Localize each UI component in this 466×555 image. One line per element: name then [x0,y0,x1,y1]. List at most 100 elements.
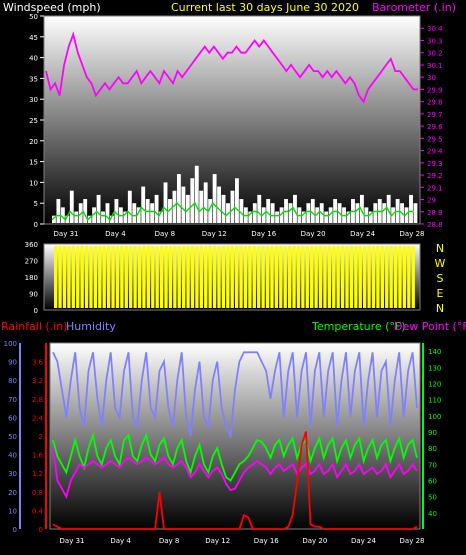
wind-direction-mark [398,246,402,308]
windspeed-tick-label: 0 [34,221,38,229]
wind-direction-mark [124,246,128,308]
windspeed-tick-label: 40 [29,55,38,63]
wind-direction-mark [336,246,340,308]
wind-direction-mark [58,246,62,308]
wind-direction-mark [80,246,84,308]
windspeed-bar [373,203,378,223]
panel3-x-tick-label: Day 8 [159,537,180,545]
temperature-tick-label: 140 [428,348,441,356]
windspeed-bar [288,203,293,223]
wind-direction-mark [235,246,239,308]
temperature-tick-label: 70 [428,461,437,469]
barometer-tick-label: 29.7 [427,111,443,119]
wind-direction-mark [195,246,199,308]
panel1-x-tick-label: Day 20 [301,230,326,238]
windspeed-bar [212,174,217,223]
windspeed-tick-label: 10 [29,179,38,187]
wind-direction-mark [159,246,164,308]
compass-label: N [436,242,444,255]
wind-direction-mark [204,246,208,308]
windspeed-bar [150,203,155,223]
chart-title: Current last 30 days June 30 2020 [171,1,359,14]
windspeed-bar [409,194,413,223]
barometer-tick-label: 30.1 [427,62,443,70]
wind-direction-mark [270,246,274,308]
wind-direction-mark [177,246,181,308]
windspeed-bar [163,182,168,223]
temperature-tick-label: 90 [428,429,437,437]
windspeed-bar [154,194,159,223]
wind-direction-mark [239,246,243,308]
wind-direction-mark [168,246,173,308]
windspeed-bar [359,194,364,223]
wind-direction-mark [62,246,67,308]
wind-direction-tick-label: 180 [25,274,38,282]
barometer-tick-label: 29.2 [427,172,443,180]
wind-direction-mark [76,246,80,308]
windspeed-bar [324,211,329,223]
compass-label: N [436,302,444,315]
wind-direction-mark [358,246,362,308]
temperature-tick-label: 130 [428,364,441,372]
windspeed-bar [301,211,306,223]
barometer-tick-label: 29.5 [427,135,443,143]
windspeed-bar [199,190,204,223]
panel3-x-tick-labels: Day 31 Day 4 Day 8 Day 12 Day 16 Day 20 Day 24… [60,537,425,545]
wind-direction-mark [173,246,177,308]
windspeed-bar [293,194,297,223]
windspeed-bar [221,194,226,223]
wind-direction-mark [252,246,256,308]
windspeed-tick-labels: 0 5 10 15 20 25 30 35 40 45 50 [29,13,44,229]
wind-direction-tick-label: 360 [25,241,38,249]
barometer-axis-label: Barometer (.in) [372,1,456,14]
wind-direction-mark [385,246,389,308]
wind-direction-tick-label: 90 [29,291,38,299]
humidity-tick-label: 30 [8,470,17,478]
wind-direction-mark [367,246,371,308]
temp-humidity-plot-area [49,342,421,530]
windspeed-bar [96,194,101,223]
windspeed-bar [257,194,262,223]
wind-direction-mark [363,246,367,308]
humidity-tick-label: 0 [13,526,17,534]
barometer-tick-label: 28.9 [427,209,443,217]
compass-label: W [435,257,446,270]
rainfall-tick-label: 0 [39,526,43,534]
wind-direction-mark [221,246,226,308]
wind-direction-mark [380,246,384,308]
wind-direction-mark [279,246,283,308]
windspeed-bar [355,203,360,223]
windspeed-bar [56,199,61,223]
panel3-x-tick-label: Day 28 [400,537,425,545]
panel3-x-tick-label: Day 31 [60,537,85,545]
wind-direction-mark [265,246,270,308]
barometer-tick-label: 29 [427,197,436,205]
windspeed-bar [83,199,88,223]
temperature-axis-label: Temperature (°F) [311,320,406,333]
wind-direction-mark [199,246,203,308]
humidity-axis-label: Humidity [66,320,116,333]
windspeed-bar [172,190,177,223]
panel1-marks [45,31,418,223]
panel3-x-tick-label: Day 12 [205,537,230,545]
temperature-tick-label: 50 [428,494,437,502]
wind-direction-mark [318,246,323,308]
wind-direction-marks [54,246,415,308]
windspeed-tick-label: 30 [29,96,38,104]
wind-direction-mark [164,246,168,308]
windspeed-bar [65,215,70,223]
panel1-x-tick-label: Day 24 [350,230,376,238]
wind-direction-mark [327,246,332,308]
wind-direction-mark [389,246,393,308]
windspeed-bar [279,207,284,223]
windspeed-bar [101,211,105,223]
temperature-tick-label: 120 [428,380,441,388]
windspeed-tick-label: 25 [29,117,38,125]
barometer-tick-label: 30.3 [427,37,443,45]
windspeed-bar [413,203,418,223]
wind-direction-mark [186,246,190,308]
humidity-tick-label: 90 [8,359,17,367]
humidity-tick-label: 50 [8,433,17,441]
